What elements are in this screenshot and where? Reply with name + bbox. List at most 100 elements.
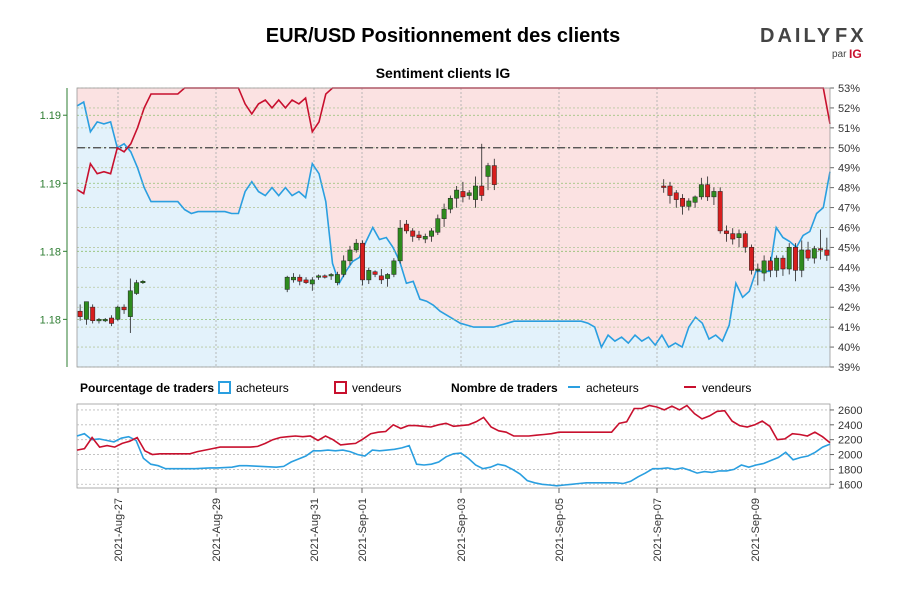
logo-text-daily: DAILY — [760, 25, 833, 47]
date-tick-label: 2021-Aug-29 — [211, 498, 223, 562]
candle-down — [90, 306, 96, 321]
count-tick-label: 2200 — [838, 435, 862, 447]
candle-down — [77, 310, 83, 317]
candle-up — [736, 233, 742, 238]
candle-down — [460, 191, 466, 198]
count-tick-label: 2400 — [838, 420, 862, 432]
price-tick-label: 1.19 — [40, 110, 61, 122]
candle-up — [755, 268, 761, 271]
candle-up — [341, 260, 347, 275]
candle-up — [353, 242, 359, 251]
candle-down — [378, 275, 384, 281]
candle-down — [780, 257, 786, 270]
candle-down — [793, 246, 798, 271]
buyers-count-line — [76, 432, 831, 487]
candle-down — [416, 234, 422, 238]
price-axis: 1.19 1.19 1.18 1.18 — [40, 88, 68, 367]
candle-up — [391, 260, 397, 275]
main-panel: 53% 52% 51% 50% 49% 48% 47% 46% 45% 44% 43% 42% 41% 4… — [40, 83, 861, 374]
legend-buyers-pct-swatch — [218, 381, 231, 394]
pct-tick-label: 41% — [838, 322, 860, 334]
candle-up — [334, 274, 340, 283]
candle-up — [435, 218, 441, 233]
date-tick-label: 2021-Aug-31 — [309, 498, 321, 562]
sellers-count-line — [76, 404, 831, 456]
candle-up — [316, 275, 322, 278]
candle-down — [680, 197, 685, 207]
candle-up — [698, 184, 704, 198]
chart-subtitle: Sentiment clients IG — [376, 65, 511, 81]
candle-down — [410, 230, 416, 237]
candle-up — [473, 185, 478, 200]
candle-up — [140, 281, 146, 284]
buyers-area — [77, 102, 830, 367]
candle-down — [322, 275, 328, 278]
date-tick-label: 2021-Sep-03 — [456, 498, 468, 562]
candle-up — [96, 319, 102, 322]
candle-up — [774, 257, 780, 271]
logo-text-ig: IG — [849, 47, 862, 61]
legend-buyers-count-label: acheteurs — [586, 381, 639, 395]
candle-down — [372, 271, 378, 275]
candle-down — [749, 246, 755, 271]
candle-down — [724, 230, 729, 234]
price-tick-label: 1.19 — [40, 178, 61, 190]
logo-text-fx: FX — [835, 25, 867, 47]
candle-up — [786, 246, 792, 270]
legend-pct-title: Pourcentage de traders — [80, 381, 214, 395]
logo-text-by: par — [832, 49, 847, 60]
pct-tick-label: 46% — [838, 223, 860, 235]
count-tick-label: 2000 — [838, 450, 862, 462]
candle-down — [297, 276, 303, 282]
candle-down — [109, 317, 114, 324]
candle-up — [447, 197, 453, 210]
candle-up — [466, 192, 472, 196]
count-tick-label: 1600 — [838, 479, 862, 491]
candle-up — [102, 319, 108, 322]
legend-sellers-pct-swatch — [334, 381, 347, 394]
candle-up — [347, 249, 353, 262]
candle-down — [667, 185, 673, 196]
pct-tick-label: 39% — [838, 362, 860, 374]
date-tick-label: 2021-Aug-27 — [113, 498, 125, 562]
candle-down — [491, 165, 497, 185]
candle-up — [429, 230, 434, 237]
legend-buyers-pct-label: acheteurs — [236, 381, 289, 395]
pct-tick-label: 42% — [838, 302, 860, 314]
candle-up — [309, 279, 315, 285]
candle-down — [303, 279, 309, 283]
candle-up — [422, 236, 428, 240]
candle-down — [818, 248, 824, 251]
main-panel-frame — [76, 87, 831, 368]
candle-down — [661, 185, 667, 188]
chart-title: EUR/USD Positionnement des clients — [266, 25, 621, 47]
pct-tick-label: 49% — [838, 163, 860, 175]
legend-sellers-pct-label: vendeurs — [352, 381, 401, 395]
candle-up — [291, 276, 296, 281]
candle-down — [742, 233, 748, 248]
pct-tick-label: 45% — [838, 242, 860, 254]
legend-sellers-count-label: vendeurs — [702, 381, 751, 395]
count-panel: 2600 2400 2200 2000 1800 1600 — [76, 403, 862, 491]
candle-up — [799, 249, 805, 271]
count-panel-frame — [76, 403, 831, 489]
candle-up — [454, 189, 460, 199]
candle-up — [686, 200, 692, 207]
legend: Pourcentage de traders acheteurs vendeur… — [80, 381, 751, 395]
pct-tick-label: 43% — [838, 282, 860, 294]
count-tick-label: 1800 — [838, 464, 862, 476]
candle-up — [83, 301, 89, 320]
candle-up — [441, 208, 447, 219]
candle-up — [366, 270, 372, 281]
price-tick-label: 1.18 — [40, 314, 61, 326]
date-tick-label: 2021-Sep-07 — [652, 498, 664, 562]
candle-down — [673, 192, 679, 200]
candle-down — [717, 191, 723, 232]
candle-down — [824, 249, 830, 256]
candle-up — [385, 274, 391, 279]
candle-down — [360, 242, 365, 281]
pct-axis: 53% 52% 51% 50% 49% 48% 47% 46% 45% 44% 43% 42% 41% 4… — [830, 83, 860, 374]
candle-up — [692, 196, 698, 203]
pct-tick-label: 50% — [838, 143, 860, 155]
